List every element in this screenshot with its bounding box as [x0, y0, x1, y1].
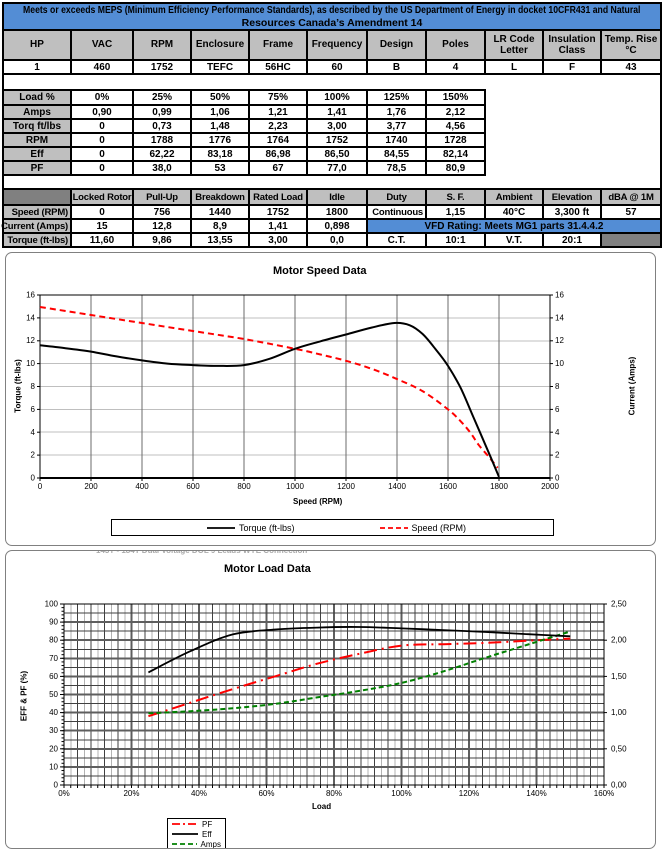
svg-text:4: 4: [31, 428, 36, 437]
svg-text:40: 40: [49, 708, 58, 717]
svg-text:1400: 1400: [388, 482, 406, 491]
svg-text:20: 20: [49, 744, 58, 753]
svg-text:80%: 80%: [326, 789, 342, 798]
svg-text:50: 50: [49, 690, 58, 699]
svg-text:120%: 120%: [459, 789, 479, 798]
svg-text:6: 6: [555, 405, 560, 414]
svg-text:200: 200: [84, 482, 98, 491]
svg-text:70: 70: [49, 654, 58, 663]
svg-text:8: 8: [31, 382, 36, 391]
svg-text:600: 600: [186, 482, 200, 491]
svg-text:2: 2: [31, 451, 36, 460]
svg-text:1,50: 1,50: [611, 672, 627, 681]
svg-text:400: 400: [135, 482, 149, 491]
svg-text:1800: 1800: [490, 482, 508, 491]
svg-text:10: 10: [555, 359, 564, 368]
svg-text:2,00: 2,00: [611, 636, 627, 645]
svg-text:12: 12: [555, 336, 564, 345]
svg-text:1200: 1200: [337, 482, 355, 491]
svg-text:2000: 2000: [541, 482, 559, 491]
svg-text:16: 16: [26, 291, 35, 300]
svg-text:10: 10: [26, 359, 35, 368]
svg-text:14: 14: [26, 313, 35, 322]
svg-text:1600: 1600: [439, 482, 457, 491]
svg-text:90: 90: [49, 618, 58, 627]
svg-text:8: 8: [555, 382, 560, 391]
svg-text:60%: 60%: [258, 789, 274, 798]
svg-text:40%: 40%: [191, 789, 207, 798]
svg-text:140%: 140%: [526, 789, 546, 798]
svg-text:0: 0: [555, 474, 560, 483]
svg-text:800: 800: [237, 482, 251, 491]
svg-text:1000: 1000: [286, 482, 304, 491]
svg-text:80: 80: [49, 636, 58, 645]
svg-text:0%: 0%: [58, 789, 70, 798]
svg-text:0,00: 0,00: [611, 781, 627, 790]
svg-text:2: 2: [555, 451, 560, 460]
svg-text:0,50: 0,50: [611, 744, 627, 753]
svg-text:20%: 20%: [123, 789, 139, 798]
svg-text:0: 0: [38, 482, 43, 491]
svg-text:100: 100: [45, 600, 59, 609]
svg-text:160%: 160%: [594, 789, 614, 798]
svg-text:12: 12: [26, 336, 35, 345]
svg-text:2,50: 2,50: [611, 600, 627, 609]
svg-text:100%: 100%: [391, 789, 411, 798]
svg-text:4: 4: [555, 428, 560, 437]
svg-text:16: 16: [555, 291, 564, 300]
svg-text:14: 14: [555, 313, 564, 322]
svg-text:0: 0: [31, 474, 36, 483]
svg-text:30: 30: [49, 726, 58, 735]
svg-text:6: 6: [31, 405, 36, 414]
svg-text:60: 60: [49, 672, 58, 681]
svg-text:10: 10: [49, 762, 58, 771]
svg-text:1,00: 1,00: [611, 708, 627, 717]
svg-text:0: 0: [54, 781, 59, 790]
